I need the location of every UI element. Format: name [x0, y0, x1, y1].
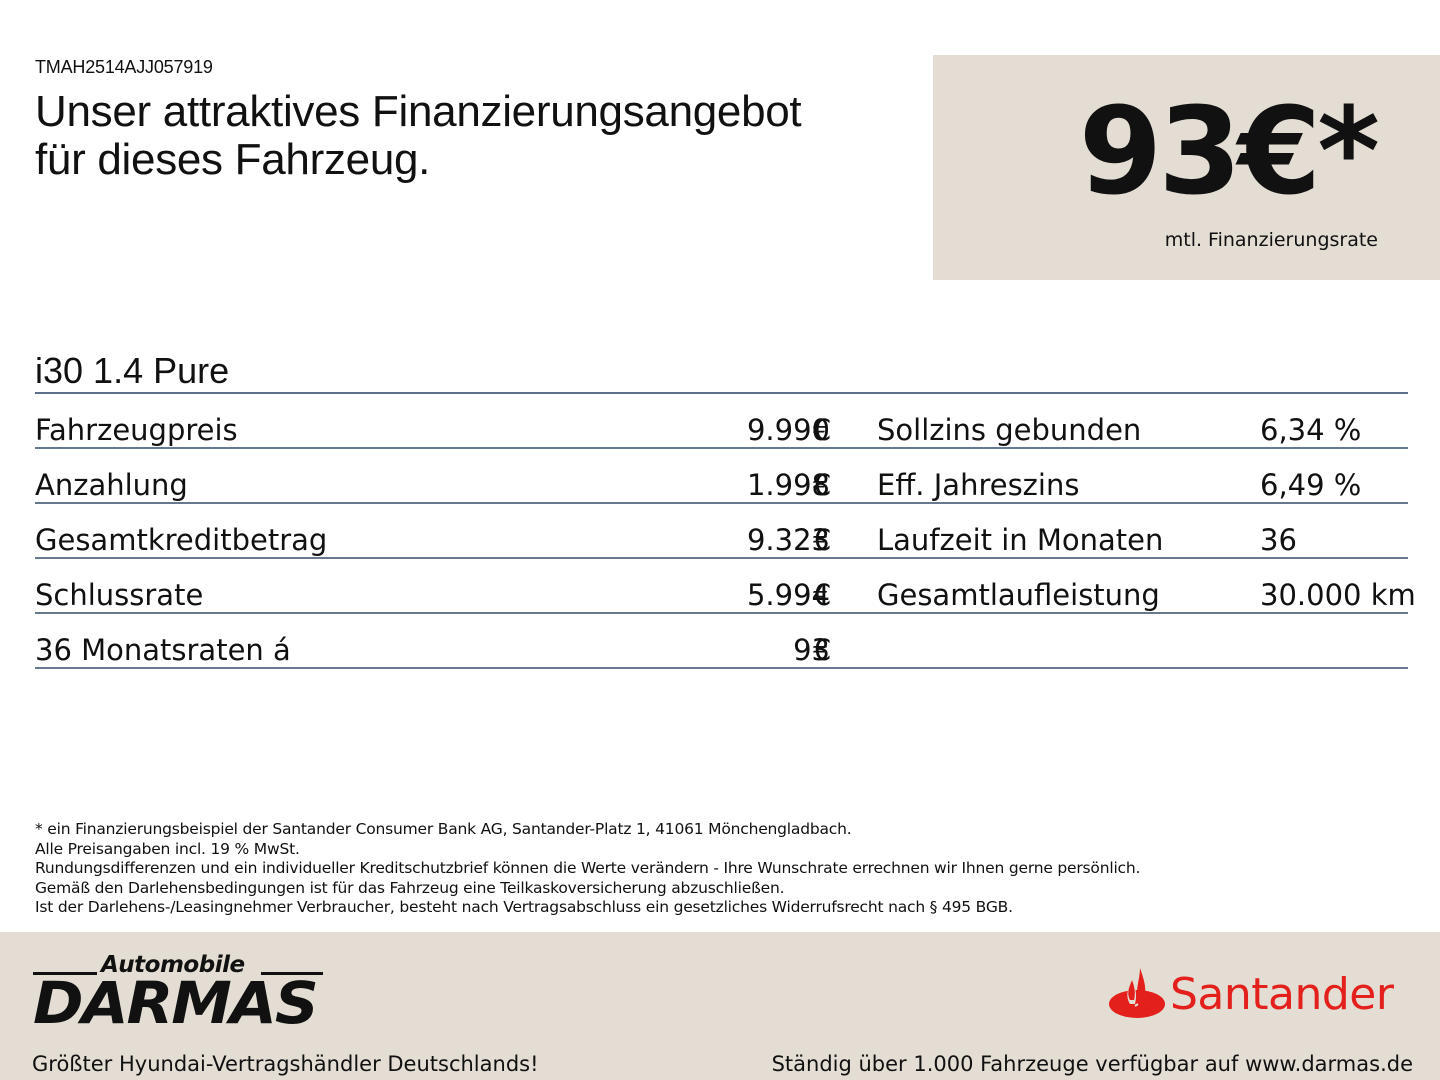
- footnote-line: Ist der Darlehens-/Leasingnehmer Verbrau…: [35, 898, 1013, 916]
- row-unit: €: [813, 578, 832, 612]
- table-row: Schlussrate 5.994 € Gesamtlaufleistung 3…: [35, 559, 1416, 614]
- row-value: 30.000 km: [1260, 578, 1416, 612]
- row-label: Fahrzeugpreis: [35, 413, 238, 447]
- row-value: 93: [793, 633, 830, 667]
- page-headline: Unser attraktives Finanzierungsangebot f…: [35, 88, 915, 184]
- row-value: 1.998: [746, 468, 830, 502]
- row-label: Gesamtlaufleistung: [877, 578, 1160, 612]
- footer-banner: Automobile DARMAS Größter Hyundai-Vertra…: [0, 932, 1440, 1080]
- footnote-line: Alle Preisangaben incl. 19 % MwSt.: [35, 839, 300, 858]
- row-label: Anzahlung: [35, 468, 188, 502]
- dealer-tagline: Größter Hyundai-Vertragshändler Deutschl…: [32, 1052, 539, 1076]
- santander-wordmark: Santander: [1170, 968, 1394, 1020]
- table-row: Fahrzeugpreis 9.990 € Sollzins gebunden …: [35, 394, 1408, 449]
- row-unit: €: [813, 413, 832, 447]
- row-divider: [35, 502, 1408, 504]
- legal-footnotes: * ein Finanzierungsbeispiel der Santande…: [35, 820, 1140, 918]
- model-divider: [35, 392, 1408, 394]
- monthly-rate-amount: 93€*: [1078, 83, 1380, 222]
- vin-number: TMAH2514AJJ057919: [35, 57, 213, 77]
- row-value: 6,34 %: [1260, 413, 1362, 447]
- row-label: 36 Monatsraten á: [35, 633, 291, 667]
- row-unit: €: [813, 523, 832, 557]
- row-divider: [35, 557, 1408, 559]
- logo-dash: [33, 972, 97, 975]
- santander-flame-icon: [1108, 964, 1166, 1024]
- logo-darmas-text: DARMAS: [33, 969, 319, 1037]
- vehicle-model-title: i30 1.4 Pure: [35, 350, 230, 391]
- santander-logo: Santander: [1108, 964, 1394, 1024]
- row-unit: €: [813, 633, 832, 667]
- row-divider: [35, 447, 1408, 449]
- row-unit: €: [813, 468, 832, 502]
- logo-dash: [261, 972, 323, 975]
- row-value: 5.994: [746, 578, 830, 612]
- row-value: 9.323: [746, 523, 830, 557]
- row-label: Eff. Jahreszins: [877, 468, 1080, 502]
- row-label: Gesamtkreditbetrag: [35, 523, 328, 557]
- footnote-line: Gemäß den Darlehensbedingungen ist für d…: [35, 878, 785, 897]
- row-value: 6,49 %: [1260, 468, 1362, 502]
- row-divider: [35, 612, 1408, 614]
- footnote-line: Rundungsdifferenzen und ein individuelle…: [35, 859, 1141, 877]
- table-row: Gesamtkreditbetrag 9.323 € Laufzeit in M…: [35, 504, 1408, 559]
- row-value: 9.990: [746, 413, 830, 447]
- headline-line-1: Unser attraktives Finanzierungsangebot: [35, 87, 802, 136]
- row-value: 36: [1260, 523, 1297, 557]
- row-label: Sollzins gebunden: [877, 413, 1142, 447]
- footnote-line: * ein Finanzierungsbeispiel der Santande…: [35, 820, 852, 838]
- logo-automobile-text: Automobile: [101, 952, 245, 978]
- monthly-rate-caption: mtl. Finanzierungsrate: [1164, 229, 1378, 251]
- table-row: 36 Monatsraten á 93 €: [35, 614, 1408, 669]
- monthly-rate-box: 93€* mtl. Finanzierungsrate: [933, 55, 1440, 280]
- stock-tagline: Ständig über 1.000 Fahrzeuge verfügbar a…: [771, 1052, 1413, 1076]
- row-label: Schlussrate: [35, 578, 204, 612]
- row-divider: [35, 667, 1408, 669]
- table-row: Anzahlung 1.998 € Eff. Jahreszins 6,49 %: [35, 449, 1408, 504]
- headline-line-2: für dieses Fahrzeug.: [35, 135, 431, 184]
- darmas-logo: Automobile DARMAS: [33, 952, 323, 1034]
- row-label: Laufzeit in Monaten: [877, 523, 1164, 557]
